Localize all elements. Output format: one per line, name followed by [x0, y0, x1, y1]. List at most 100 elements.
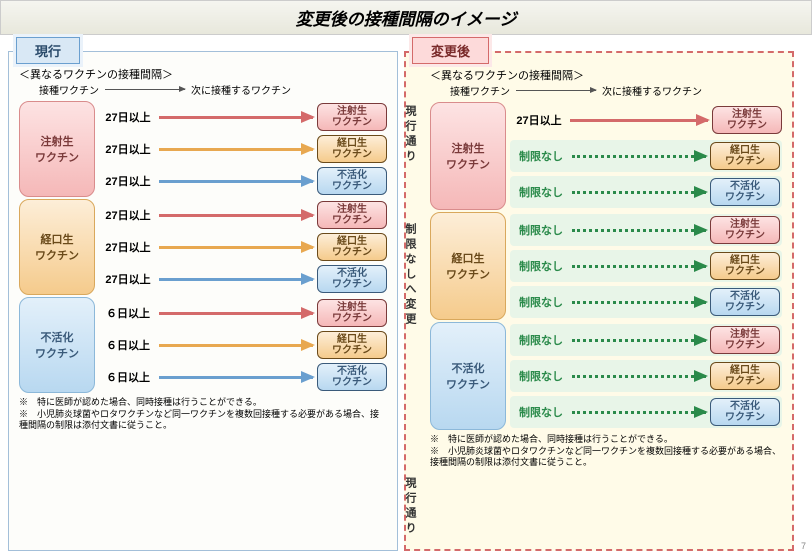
src-line1: 不活化 — [41, 329, 74, 345]
side-label-mid: 制限なしへ変更 — [402, 223, 418, 463]
arrows-col: 制限なし注射生ワクチン制限なし経口生ワクチン制限なし不活化ワクチン — [510, 322, 782, 430]
tgt-line1: 注射生 — [730, 329, 760, 340]
target-vaccine-box: 注射生ワクチン — [317, 103, 387, 131]
interval-label: 制限なし — [512, 404, 570, 420]
arrow-row: 27日以上不活化ワクチン — [99, 165, 387, 197]
panel-current: 現行 ＜異なるワクチンの接種間隔＞ 接種ワクチン 次に接種するワクチン 注射生ワ… — [8, 41, 398, 551]
tgt-line1: 経口生 — [730, 145, 760, 156]
tgt-line2: ワクチン — [725, 340, 765, 351]
source-col: 注射生ワクチン — [19, 101, 99, 197]
note-line: ※ 特に医師が認めた場合、同時接種は行うことができる。 — [430, 434, 782, 446]
src-line2: ワクチン — [446, 266, 490, 282]
interval-label: 27日以上 — [510, 112, 568, 128]
target-vaccine-box: 注射生ワクチン — [317, 299, 387, 327]
panel-current-box: ＜異なるワクチンの接種間隔＞ 接種ワクチン 次に接種するワクチン 注射生ワクチン… — [8, 51, 398, 551]
legend-from: 接種ワクチン — [450, 83, 510, 98]
tgt-line1: 不活化 — [730, 291, 760, 302]
arrow-row: 27日以上注射生ワクチン — [99, 101, 387, 133]
vaccine-group: 経口生ワクチン27日以上注射生ワクチン27日以上経口生ワクチン27日以上不活化ワ… — [19, 199, 387, 295]
legend-to: 次に接種するワクチン — [191, 82, 291, 97]
right-subhead-text: ＜異なるワクチンの接種間隔＞ — [430, 70, 584, 82]
tgt-line2: ワクチン — [725, 192, 765, 203]
target-vaccine-box: 不活化ワクチン — [317, 265, 387, 293]
tgt-line1: 経口生 — [337, 236, 367, 247]
source-col: 不活化ワクチン — [19, 297, 99, 393]
tgt-line1: 不活化 — [730, 401, 760, 412]
right-subhead: ＜異なるワクチンの接種間隔＞ 接種ワクチン 次に接種するワクチン — [430, 67, 782, 98]
target-vaccine-box: 不活化ワクチン — [317, 363, 387, 391]
source-col: 注射生ワクチン — [430, 102, 510, 210]
arrow-icon — [159, 312, 313, 315]
note-line: ※ 小児肺炎球菌やロタワクチンなど同一ワクチンを複数回接種する必要がある場合、接… — [19, 409, 387, 432]
src-line2: ワクチン — [35, 247, 79, 263]
source-vaccine-box: 注射生ワクチン — [430, 102, 506, 210]
right-rows: 注射生ワクチン27日以上注射生ワクチン制限なし経口生ワクチン制限なし不活化ワクチ… — [430, 102, 782, 430]
arrow-row: 制限なし不活化ワクチン — [510, 176, 782, 208]
target-vaccine-box: 経口生ワクチン — [317, 331, 387, 359]
src-line1: 経口生 — [41, 231, 74, 247]
tgt-line2: ワクチン — [332, 279, 372, 290]
interval-label: ６日以上 — [99, 369, 157, 385]
right-notes: ※ 特に医師が認めた場合、同時接種は行うことができる。 ※ 小児肺炎球菌やロタワ… — [430, 434, 782, 469]
tgt-line2: ワクチン — [725, 156, 765, 167]
panels-container: 現行 ＜異なるワクチンの接種間隔＞ 接種ワクチン 次に接種するワクチン 注射生ワ… — [0, 35, 812, 555]
arrow-icon — [570, 119, 708, 122]
tgt-line2: ワクチン — [332, 377, 372, 388]
tgt-line2: ワクチン — [725, 412, 765, 423]
tgt-line1: 注射生 — [337, 302, 367, 313]
source-vaccine-box: 経口生ワクチン — [430, 212, 506, 320]
source-vaccine-box: 不活化ワクチン — [430, 322, 506, 430]
interval-label: 制限なし — [512, 184, 570, 200]
right-legend: 接種ワクチン 次に接種するワクチン — [450, 83, 782, 98]
vaccine-group: 注射生ワクチン27日以上注射生ワクチン27日以上経口生ワクチン27日以上不活化ワ… — [19, 101, 387, 197]
vaccine-group: 経口生ワクチン制限なし注射生ワクチン制限なし経口生ワクチン制限なし不活化ワクチン — [430, 212, 782, 320]
tgt-line1: 経口生 — [337, 138, 367, 149]
interval-label: 27日以上 — [99, 271, 157, 287]
interval-label: 制限なし — [512, 332, 570, 348]
tgt-line2: ワクチン — [332, 117, 372, 128]
arrow-icon — [572, 191, 706, 194]
tgt-line1: 注射生 — [730, 219, 760, 230]
arrows-col: 27日以上注射生ワクチン27日以上経口生ワクチン27日以上不活化ワクチン — [99, 199, 387, 295]
panel-current-label: 現行 — [16, 37, 80, 64]
left-rows: 注射生ワクチン27日以上注射生ワクチン27日以上経口生ワクチン27日以上不活化ワ… — [19, 101, 387, 393]
arrow-icon — [572, 375, 706, 378]
interval-label: 27日以上 — [99, 173, 157, 189]
interval-label: ６日以上 — [99, 337, 157, 353]
tgt-line1: 注射生 — [732, 109, 762, 120]
arrow-icon — [572, 229, 706, 232]
tgt-line1: 注射生 — [337, 204, 367, 215]
tgt-line1: 不活化 — [337, 268, 367, 279]
left-subhead-text: ＜異なるワクチンの接種間隔＞ — [19, 69, 173, 81]
target-vaccine-box: 注射生ワクチン — [712, 106, 782, 134]
panel-changed-box: 現行通り 制限なしへ変更 現行通り ＜異なるワクチンの接種間隔＞ 接種ワクチン … — [404, 51, 794, 551]
arrows-col: 27日以上注射生ワクチン27日以上経口生ワクチン27日以上不活化ワクチン — [99, 101, 387, 197]
target-vaccine-box: 経口生ワクチン — [710, 252, 780, 280]
vaccine-group: 不活化ワクチン６日以上注射生ワクチン６日以上経口生ワクチン６日以上不活化ワクチン — [19, 297, 387, 393]
arrow-icon — [572, 155, 706, 158]
interval-label: 制限なし — [512, 258, 570, 274]
arrows-col: 27日以上注射生ワクチン制限なし経口生ワクチン制限なし不活化ワクチン — [510, 102, 782, 210]
arrow-icon — [159, 116, 313, 119]
interval-label: 制限なし — [512, 294, 570, 310]
arrow-row: 27日以上 注射生ワクチン — [510, 104, 782, 136]
note-line: ※ 特に医師が認めた場合、同時接種は行うことができる。 — [19, 397, 387, 409]
interval-label: ６日以上 — [99, 305, 157, 321]
src-line1: 不活化 — [452, 360, 485, 376]
legend-arrow-icon — [516, 90, 596, 91]
side-label-bot: 現行通り — [402, 477, 418, 537]
interval-label: 制限なし — [512, 148, 570, 164]
target-vaccine-box: 経口生ワクチン — [317, 135, 387, 163]
page-number: 7 — [801, 541, 806, 551]
arrow-row: 制限なし 注射生ワクチン — [510, 214, 782, 246]
tgt-line2: ワクチン — [725, 230, 765, 241]
source-col: 不活化ワクチン — [430, 322, 510, 430]
interval-label: 制限なし — [512, 222, 570, 238]
arrow-row: ６日以上 注射生ワクチン — [99, 297, 387, 329]
vaccine-group: 不活化ワクチン制限なし注射生ワクチン制限なし経口生ワクチン制限なし不活化ワクチン — [430, 322, 782, 430]
arrow-icon — [572, 265, 706, 268]
tgt-line1: 経口生 — [337, 334, 367, 345]
src-line2: ワクチン — [446, 156, 490, 172]
source-vaccine-box: 経口生ワクチン — [19, 199, 95, 295]
arrow-row: 制限なし経口生ワクチン — [510, 360, 782, 392]
